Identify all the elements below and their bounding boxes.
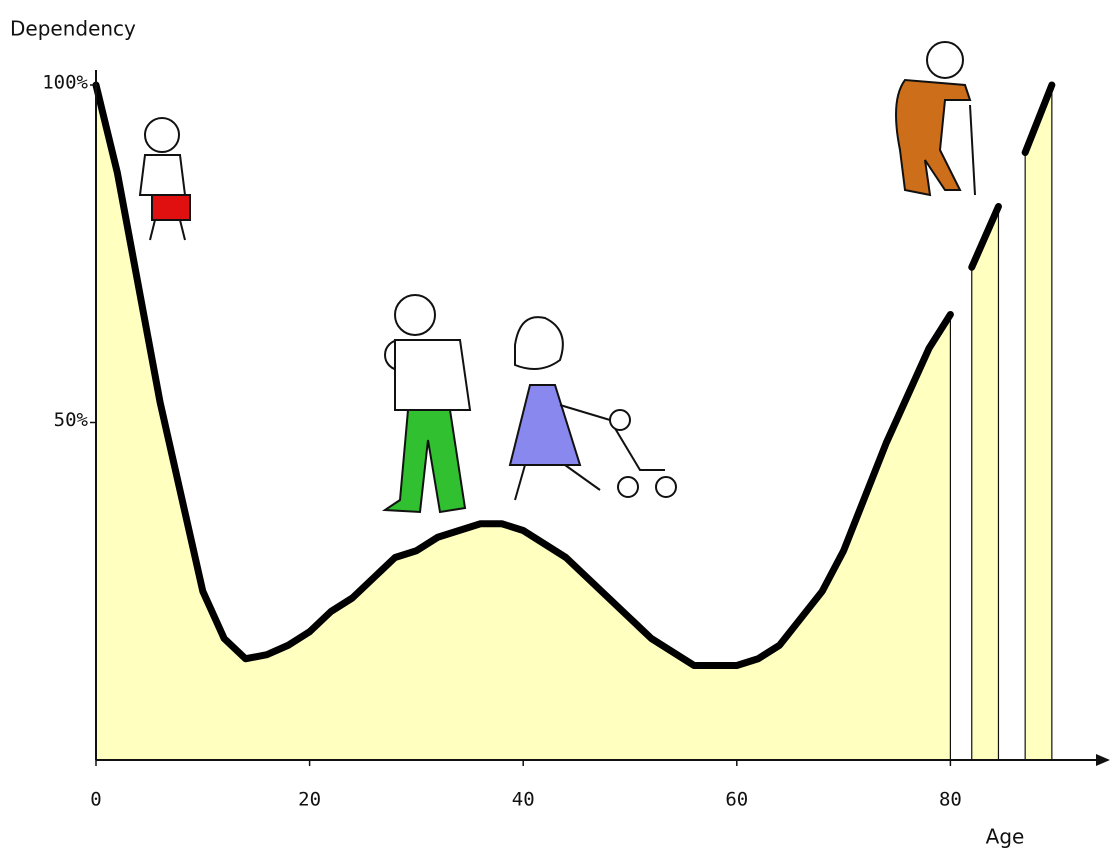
x-tick-label: 0	[90, 789, 101, 811]
x-axis-label: Age	[986, 825, 1025, 849]
chart: Dependency Age 0 20 40 60 80 50% 100%	[0, 0, 1111, 856]
y-tick-label: 50%	[54, 409, 89, 431]
x-tick-label: 40	[512, 789, 535, 811]
y-axis-label: Dependency	[10, 17, 136, 41]
parent-figure	[385, 295, 470, 512]
x-tick-label: 20	[298, 789, 321, 811]
y-tick-label: 100%	[42, 72, 88, 94]
child-figure	[140, 118, 190, 240]
x-tick-label: 80	[939, 789, 962, 811]
mother-figure	[510, 317, 676, 500]
x-tick-label: 60	[725, 789, 748, 811]
elderly-figure	[896, 42, 975, 195]
